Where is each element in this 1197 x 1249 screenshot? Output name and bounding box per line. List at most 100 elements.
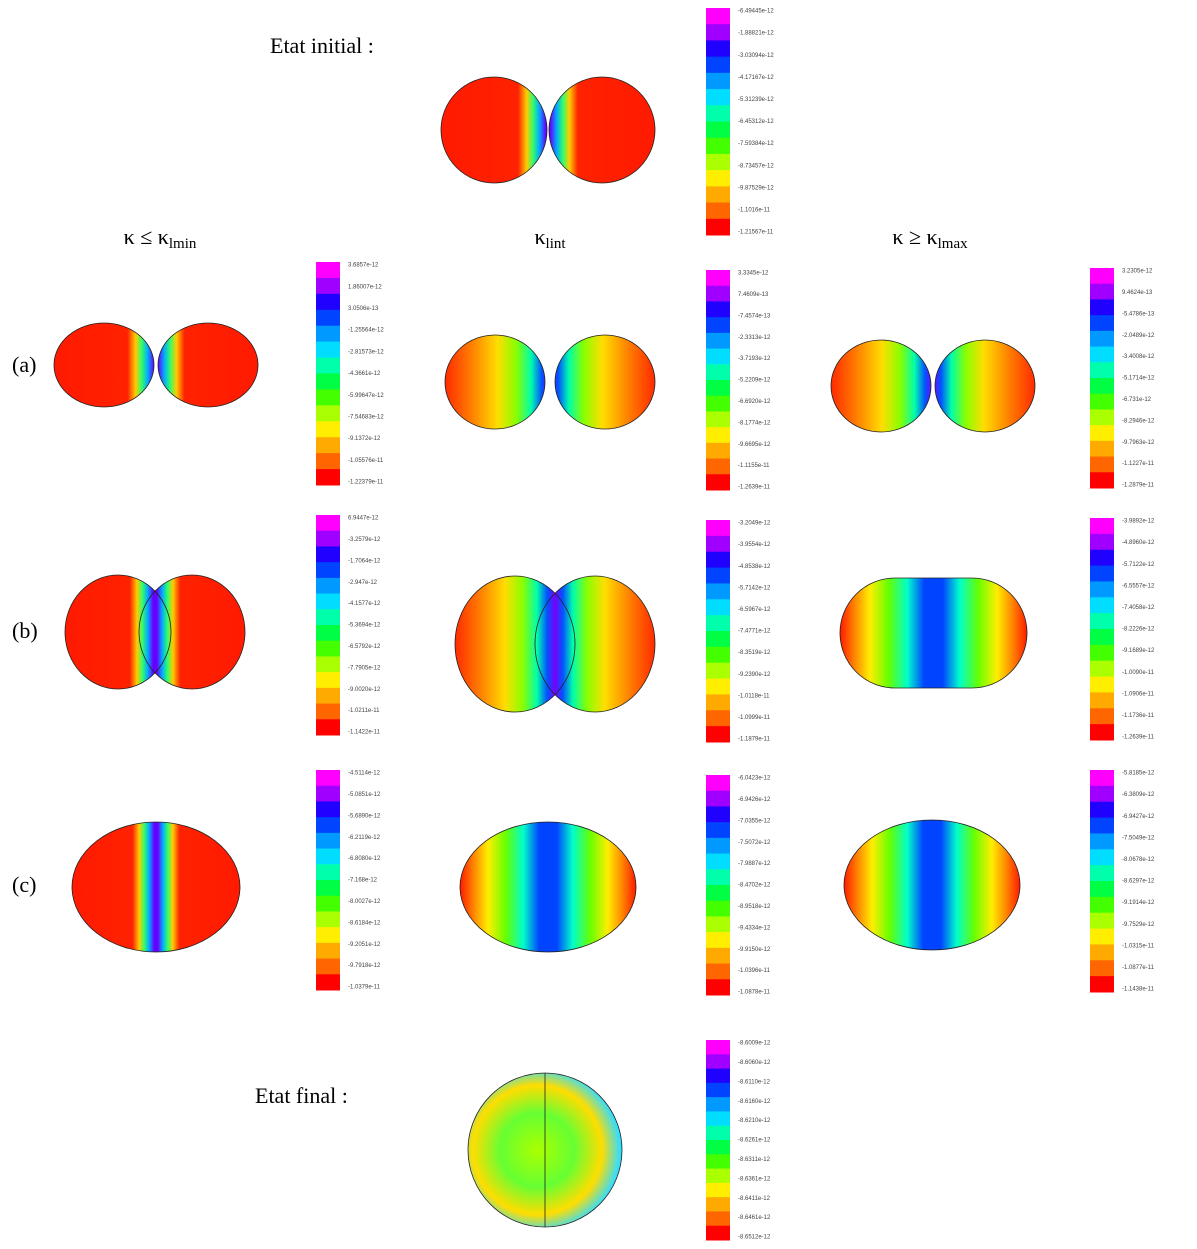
colorbar-band — [706, 520, 730, 537]
colorbar-label: -4.17167e-12 — [738, 75, 774, 81]
contour-field — [72, 822, 240, 952]
header-subscript: lmax — [938, 236, 968, 252]
colorbar-band — [706, 869, 730, 886]
colorbar-label: -9.7918e-12 — [348, 963, 381, 969]
colorbar-label: -6.9426e-12 — [738, 797, 771, 803]
colorbar-band — [1090, 770, 1114, 787]
colorbar-label: -4.8538e-12 — [738, 564, 771, 570]
header-subscript: lint — [546, 236, 567, 252]
colorbar-band — [1090, 976, 1114, 993]
colorbar-band — [316, 515, 340, 532]
colorbar-label: -8.9518e-12 — [738, 904, 771, 910]
colorbar-label: -8.6361e-12 — [738, 1176, 771, 1182]
colorbar-band — [706, 56, 730, 74]
colorbar-band — [706, 837, 730, 855]
contour-outline — [830, 339, 932, 433]
colorbar-band — [1090, 865, 1114, 882]
colorbar-band — [316, 864, 340, 881]
colorbar-band — [706, 364, 730, 381]
colorbar-label: -1.7064e-12 — [348, 558, 381, 564]
colorbar-band — [1090, 362, 1114, 379]
colorbar-band — [316, 832, 340, 850]
colorbar-label: -8.6461e-12 — [738, 1215, 771, 1221]
contour-outline — [444, 334, 546, 430]
colorbar-label: -5.7122e-12 — [1122, 562, 1155, 568]
contour-field — [54, 323, 258, 407]
colorbar-band — [316, 719, 340, 736]
colorbar-label: -1.0878e-11 — [738, 990, 771, 996]
colorbar-label: -2.3313e-12 — [738, 335, 771, 341]
colorbar-band — [1090, 283, 1114, 300]
colorbar-band — [706, 662, 730, 680]
colorbar-label: -1.1438e-11 — [1122, 987, 1155, 993]
colorbar-label: -8.6009e-12 — [738, 1041, 771, 1047]
colorbar-band — [1090, 346, 1114, 363]
colorbar-label: -8.6184e-12 — [348, 920, 381, 926]
colorbar-label: -2.81573e-12 — [348, 349, 384, 355]
colorbar-band — [316, 593, 340, 610]
colorbar-label: -9.87529e-12 — [738, 185, 774, 191]
colorbar-label: -1.0090e-11 — [1122, 670, 1155, 676]
colorbar-label: -9.2051e-12 — [348, 942, 381, 948]
colorbar-band — [316, 562, 340, 579]
colorbar-label: -7.4574e-13 — [738, 313, 771, 319]
contour-outline — [440, 76, 548, 184]
colorbar-label: -2.947e-12 — [348, 580, 378, 586]
colorbar-label: -1.0379e-11 — [348, 985, 381, 991]
colorbar-label: -4.5114e-12 — [348, 771, 381, 777]
colorbar-band — [706, 1140, 730, 1155]
colorbar-label: -1.05576e-11 — [348, 458, 384, 464]
colorbar-label: -7.5049e-12 — [1122, 835, 1155, 841]
colorbar-band — [1090, 440, 1114, 458]
colorbar-label: -6.9427e-12 — [1122, 814, 1155, 820]
colorbar-band — [706, 567, 730, 584]
colorbar-band — [706, 72, 730, 90]
colorbar-label: -5.7142e-12 — [738, 585, 771, 591]
colorbar-band — [316, 421, 340, 438]
contour-outline — [554, 334, 656, 430]
colorbar-label: -1.22379e-11 — [348, 480, 384, 486]
colorbar-band — [1090, 629, 1114, 646]
header-symbol: κ ≤ κ — [124, 224, 169, 249]
colorbar-band — [706, 121, 730, 139]
contour-outline — [839, 577, 1028, 689]
colorbar-band — [316, 911, 340, 928]
colorbar-label: -9.7529e-12 — [1122, 922, 1155, 928]
colorbar-band — [316, 848, 340, 865]
colorbar-label: -5.1714e-12 — [1122, 376, 1155, 382]
colorbar-label: -1.1155e-11 — [738, 463, 770, 469]
colorbar-label: -6.2119e-12 — [348, 835, 381, 841]
colorbar-label: -6.3809e-12 — [1122, 792, 1155, 798]
colorbar-label: -8.3519e-12 — [738, 650, 771, 656]
colorbar-band — [706, 979, 730, 996]
colorbar-label: -1.1227e-11 — [1122, 461, 1155, 467]
colorbar-label: -8.2946e-12 — [1122, 418, 1155, 424]
colorbar-band — [706, 916, 730, 933]
colorbar-label: -1.2879e-11 — [1122, 483, 1155, 489]
colorbar-label: -5.8185e-12 — [1122, 771, 1155, 777]
colorbar-label: -9.6695e-12 — [738, 442, 771, 448]
colorbar-label: -4.8960e-12 — [1122, 540, 1155, 546]
colorbar-band — [1090, 928, 1114, 945]
contour-outline — [138, 574, 246, 690]
colorbar-band — [706, 885, 730, 902]
colorbar-band — [316, 325, 340, 343]
colorbar-band — [706, 1197, 730, 1212]
colorbar-label: -6.731e-12 — [1122, 397, 1152, 403]
colorbar-label: -7.9887e-12 — [738, 861, 771, 867]
colorbar-label: -8.0678e-12 — [1122, 857, 1155, 863]
colorbar-band — [706, 822, 730, 839]
colorbar-label: -7.7905e-12 — [348, 665, 381, 671]
colorbar-label: -3.03094e-12 — [738, 53, 774, 59]
colorbar-label: -6.8080e-12 — [348, 856, 381, 862]
colorbar-label: -5.2209e-12 — [738, 378, 771, 384]
header-symbol: κ — [534, 224, 545, 249]
colorbar-band — [316, 625, 340, 642]
colorbar-label: -9.1914e-12 — [1122, 900, 1155, 906]
colorbar-band — [1090, 533, 1114, 551]
colorbar-band — [706, 270, 730, 287]
colorbar-label: 1.86007e-12 — [348, 284, 382, 290]
colorbar-band — [706, 1082, 730, 1098]
colorbar-label: -2.0489e-12 — [1122, 333, 1155, 339]
